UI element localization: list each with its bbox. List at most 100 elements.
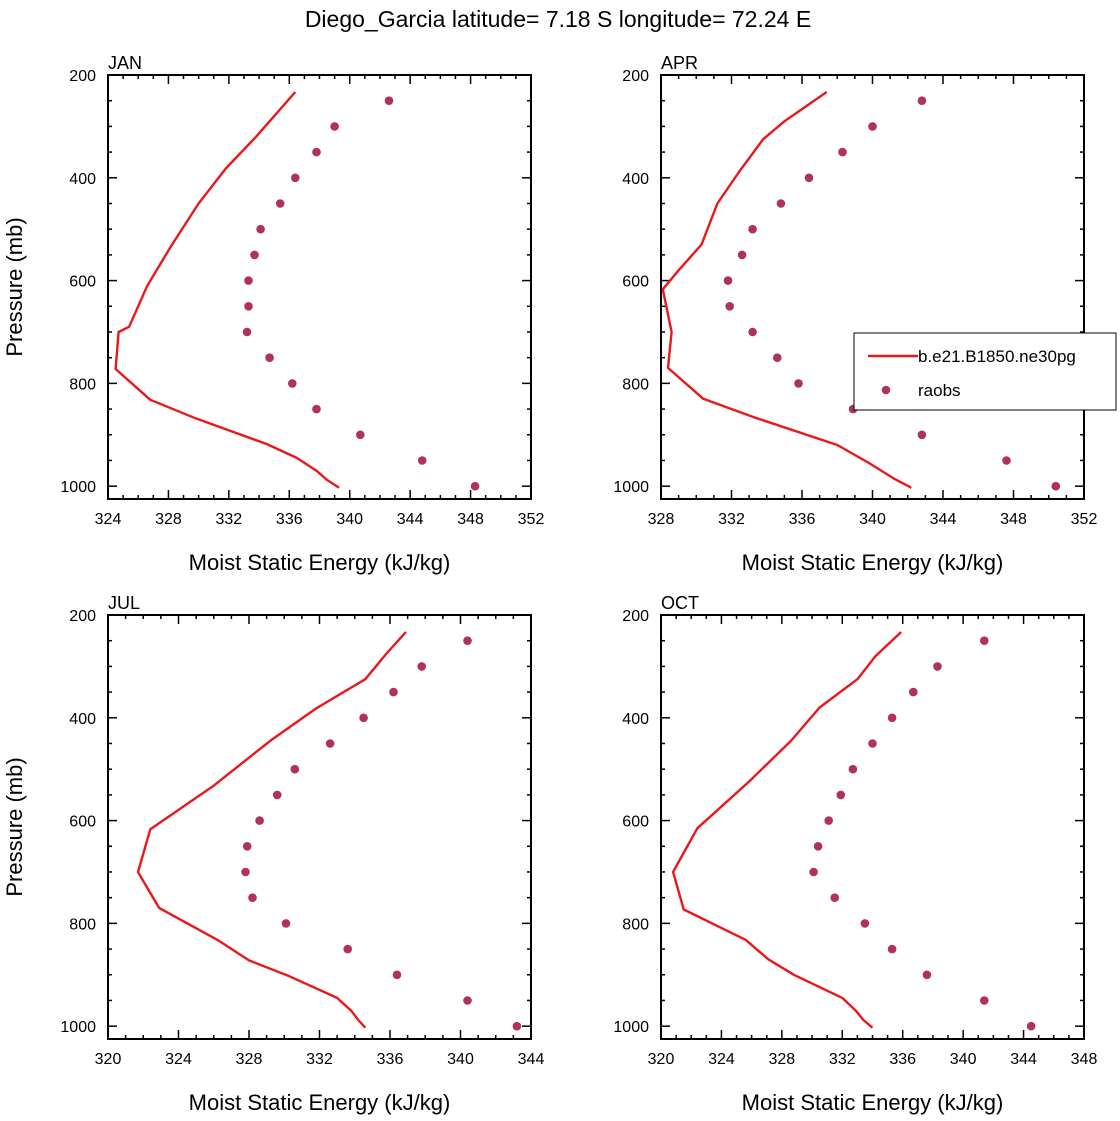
raobs-point: [392, 970, 402, 980]
raobs-point: [917, 96, 927, 105]
x-tick-label: 340: [447, 1051, 474, 1068]
raobs-point: [830, 893, 839, 902]
raobs-point: [290, 764, 300, 774]
y-tick-label: 800: [622, 376, 649, 393]
y-tick-label: 400: [69, 171, 96, 188]
plot-frame: [107, 74, 532, 500]
x-tick-label: 344: [930, 511, 957, 528]
raobs-point: [868, 122, 877, 131]
y-tick-label: 400: [622, 711, 649, 728]
raobs-point: [255, 816, 264, 825]
raobs-point: [272, 790, 282, 800]
legend-label-model: b.e21.B1850.ne30pg: [918, 347, 1076, 366]
raobs-point: [384, 96, 394, 105]
x-tick-label: 332: [216, 511, 243, 528]
raobs-point: [737, 250, 747, 260]
model-line: [661, 91, 912, 489]
y-tick-label: 600: [69, 814, 96, 831]
raobs-point: [909, 687, 918, 697]
raobs-point: [417, 662, 427, 671]
raobs-point: [887, 713, 897, 723]
figure-title: Diego_Garcia latitude= 7.18 S longitude=…: [305, 6, 811, 32]
raobs-point: [244, 276, 253, 285]
y-axis-label: Pressure (mb): [2, 757, 27, 896]
raobs-point: [343, 944, 353, 954]
raobs-point: [748, 224, 757, 234]
raobs-point: [887, 944, 897, 954]
x-axis-label: Moist Static Energy (kJ/kg): [742, 1090, 1004, 1115]
panel-label: JAN: [108, 53, 142, 73]
model-line: [114, 91, 340, 489]
x-tick-label: 332: [829, 1051, 856, 1068]
plot-frame: [660, 614, 1085, 1040]
legend-label-raobs: raobs: [918, 381, 961, 400]
raobs-point: [848, 764, 858, 774]
y-tick-label: 600: [622, 814, 649, 831]
y-tick-label: 800: [69, 376, 96, 393]
x-axis-label: Moist Static Energy (kJ/kg): [742, 550, 1004, 575]
raobs-point: [265, 353, 274, 363]
x-tick-label: 324: [95, 511, 122, 528]
x-axis-label: Moist Static Energy (kJ/kg): [189, 1090, 451, 1115]
y-tick-label: 400: [69, 711, 96, 728]
legend: b.e21.B1850.ne30pg raobs: [853, 332, 1117, 411]
raobs-point: [281, 919, 291, 928]
raobs-point: [389, 687, 398, 697]
x-tick-label: 328: [236, 1051, 263, 1068]
raobs-point: [359, 713, 368, 723]
raobs-point: [275, 199, 285, 208]
model-line: [671, 631, 903, 1029]
x-tick-label: 344: [1010, 1051, 1037, 1068]
y-tick-label: 1000: [613, 479, 649, 496]
plot-frame: [660, 74, 1085, 500]
x-tick-label: 348: [457, 511, 484, 528]
raobs-point: [312, 147, 321, 157]
raobs-point: [1026, 1021, 1036, 1031]
raobs-point: [980, 636, 989, 645]
raobs-point: [838, 147, 847, 157]
legend-box: [853, 332, 1117, 411]
x-tick-label: 340: [859, 511, 886, 528]
raobs-point: [933, 662, 942, 671]
y-tick-label: 1000: [60, 1019, 96, 1036]
y-tick-label: 400: [622, 171, 649, 188]
raobs-point: [723, 276, 733, 285]
raobs-point: [256, 224, 265, 234]
raobs-point: [325, 739, 335, 748]
y-tick-label: 800: [622, 916, 649, 933]
raobs-point: [922, 970, 932, 980]
raobs-point: [1002, 456, 1011, 465]
y-tick-label: 200: [622, 608, 649, 625]
raobs-point: [291, 173, 300, 183]
x-axis-label: Moist Static Energy (kJ/kg): [189, 550, 451, 575]
panel-oct: 320 324 328 332 336 340 344 348 200 400 600 800 1000…: [613, 593, 1097, 1115]
raobs-point: [417, 456, 427, 465]
x-tick-label: 328: [155, 511, 182, 528]
raobs-point: [512, 1021, 522, 1031]
raobs-point: [356, 430, 365, 440]
data-layer: [671, 631, 1036, 1031]
y-tick-label: 1000: [60, 479, 96, 496]
raobs-point: [776, 199, 786, 208]
raobs-point: [242, 842, 252, 851]
panel-jan: 324 328 332 336 340 344 348 352 200 400 600 800 1000…: [2, 53, 544, 575]
raobs-point: [794, 379, 803, 388]
raobs-point: [980, 996, 989, 1005]
data-layer: [114, 91, 480, 491]
raobs-point: [470, 481, 480, 491]
x-tick-label: 340: [950, 1051, 977, 1068]
raobs-point: [242, 327, 252, 337]
x-tick-label: 336: [276, 511, 303, 528]
raobs-point: [773, 353, 782, 363]
raobs-point: [748, 327, 757, 337]
x-tick-label: 336: [889, 1051, 916, 1068]
raobs-point: [330, 122, 339, 131]
raobs-point: [804, 173, 814, 183]
raobs-point: [312, 404, 321, 414]
x-tick-label: 348: [1000, 511, 1027, 528]
y-tick-label: 600: [622, 274, 649, 291]
x-tick-label: 352: [518, 511, 545, 528]
raobs-point: [860, 919, 870, 928]
y-axis-label: Pressure (mb): [2, 217, 27, 356]
